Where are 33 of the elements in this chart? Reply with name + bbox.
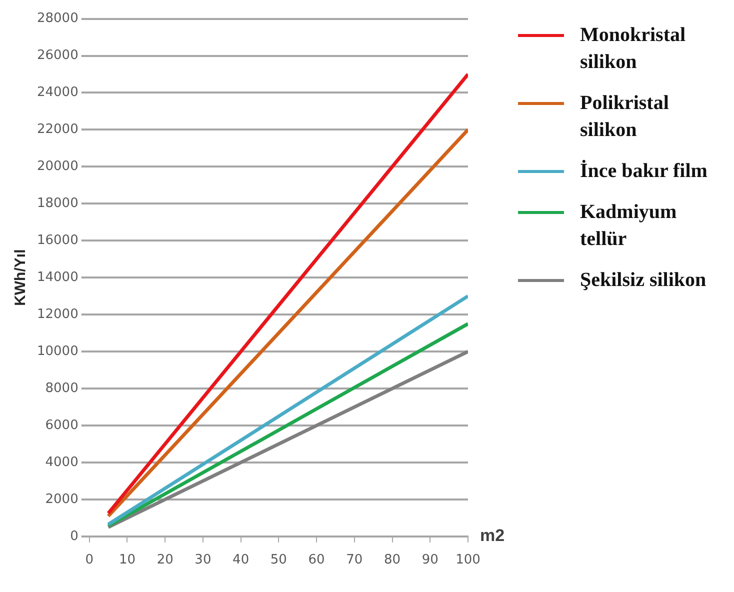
x-tick-label: 60 [308, 552, 325, 568]
x-tick-label: 0 [85, 552, 94, 568]
y-tick-label: 14000 [36, 270, 78, 285]
y-tick-label: 4000 [45, 454, 78, 470]
y-axis-title: KWh/Yıl [12, 249, 30, 306]
y-tick-label: 6000 [45, 418, 78, 433]
x-tick-label: 20 [156, 552, 174, 568]
y-tick-label: 0 [70, 528, 78, 544]
legend-label: Monokristal silikon [580, 23, 687, 75]
y-tick-label: 10000 [36, 344, 78, 359]
x-tick-label: 30 [194, 552, 212, 568]
y-tick-label: 2000 [45, 492, 78, 507]
legend-label: İnce bakır film [580, 158, 708, 184]
legend-label: Kadmiyum tellür [580, 200, 678, 252]
x-axis-title: m2 [480, 526, 505, 546]
x-tick-label: 100 [456, 552, 480, 568]
y-tick-label: 16000 [36, 233, 78, 248]
legend-label: Şekilsiz silikon [580, 268, 708, 293]
y-tick-label: 26000 [36, 48, 78, 64]
legend-label: Polikristal silikon [580, 91, 670, 143]
y-tick-label: 24000 [36, 85, 78, 100]
y-tick-label: 22000 [36, 122, 78, 138]
x-tick-label: 90 [422, 552, 438, 568]
y-tick-label: 12000 [36, 306, 78, 322]
x-tick-label: 80 [384, 552, 401, 568]
y-tick-label: 8000 [45, 380, 78, 396]
y-tick-label: 20000 [36, 159, 78, 174]
y-tick-label: 18000 [36, 196, 78, 212]
y-tick-label: 28000 [36, 11, 78, 26]
x-tick-label: 40 [232, 552, 250, 568]
x-tick-label: 70 [346, 552, 363, 568]
x-tick-label: 50 [270, 552, 287, 568]
x-tick-label: 10 [118, 552, 136, 568]
